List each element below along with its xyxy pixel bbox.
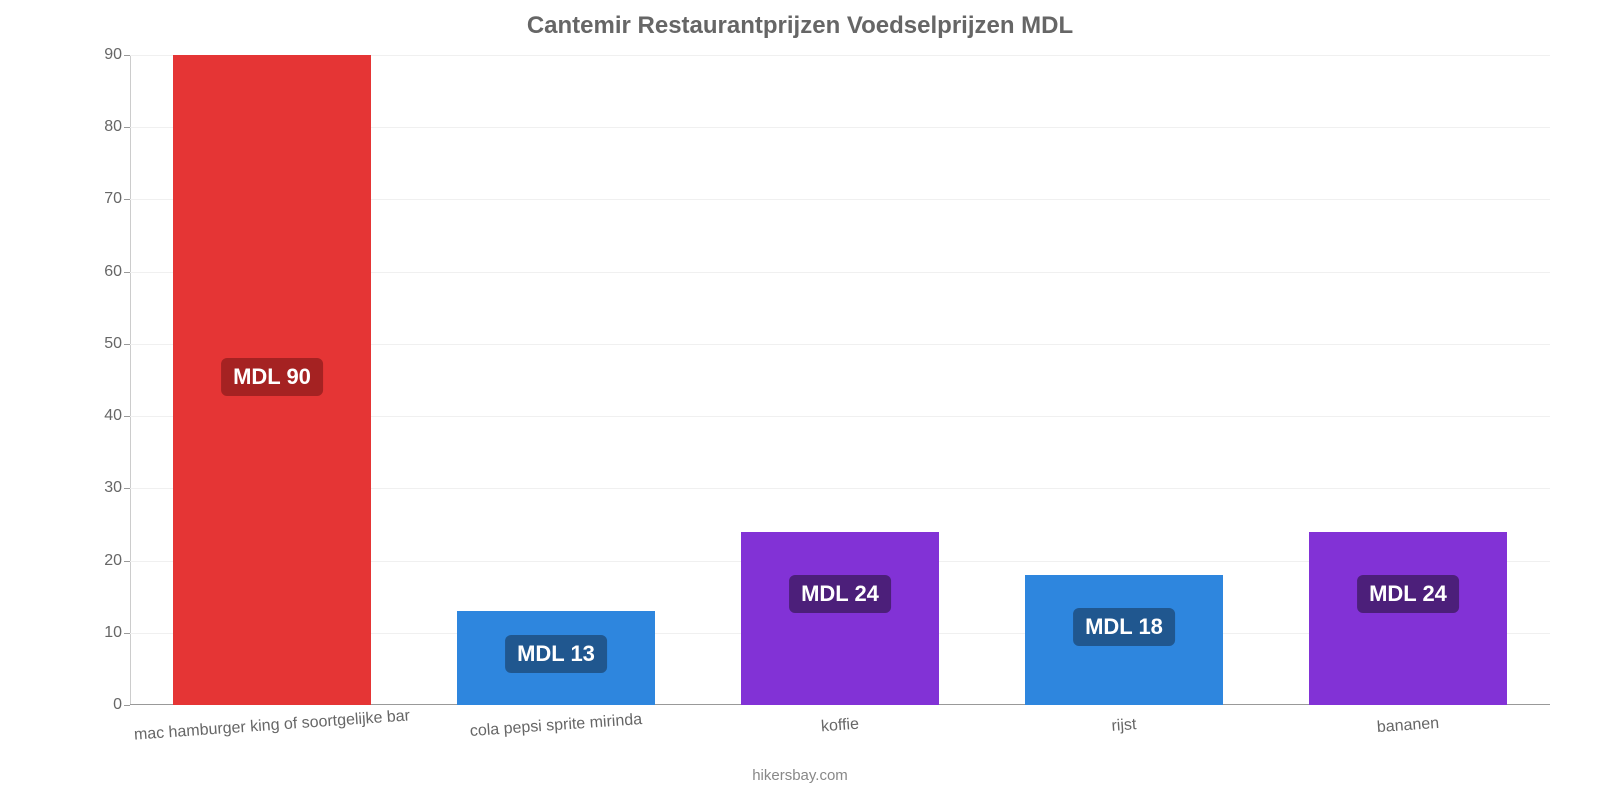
- y-tick-label: 50: [72, 335, 122, 353]
- y-tick: [124, 705, 130, 706]
- y-tick-label: 0: [72, 696, 122, 714]
- chart-title: Cantemir Restaurantprijzen Voedselprijze…: [0, 12, 1600, 40]
- y-tick-label: 60: [72, 263, 122, 281]
- y-tick: [124, 488, 130, 489]
- plot-area: MDL 90 MDL 13 MDL 24 MDL 18 MDL 24: [130, 55, 1550, 705]
- x-tick-label: cola pepsi sprite mirinda: [469, 711, 642, 741]
- value-label: MDL 24: [789, 575, 891, 613]
- bar-chart: Cantemir Restaurantprijzen Voedselprijze…: [0, 0, 1600, 800]
- value-label: MDL 90: [221, 358, 323, 396]
- x-tick-label: bananen: [1376, 715, 1439, 737]
- x-tick-label: mac hamburger king of soortgelijke bar: [133, 707, 410, 744]
- x-tick-label: koffie: [820, 716, 859, 737]
- y-tick: [124, 127, 130, 128]
- y-tick-label: 20: [72, 552, 122, 570]
- y-tick-label: 80: [72, 118, 122, 136]
- value-label: MDL 18: [1073, 608, 1175, 646]
- y-tick-label: 40: [72, 407, 122, 425]
- y-tick: [124, 199, 130, 200]
- y-tick: [124, 416, 130, 417]
- y-tick: [124, 633, 130, 634]
- value-label: MDL 24: [1357, 575, 1459, 613]
- y-tick: [124, 561, 130, 562]
- y-axis: [130, 55, 131, 705]
- x-tick-label: rijst: [1111, 716, 1137, 736]
- y-tick: [124, 272, 130, 273]
- y-tick: [124, 344, 130, 345]
- y-tick-label: 70: [72, 190, 122, 208]
- y-tick-label: 10: [72, 624, 122, 642]
- y-tick: [124, 55, 130, 56]
- value-label: MDL 13: [505, 635, 607, 673]
- y-tick-label: 90: [72, 46, 122, 64]
- bar: [1309, 532, 1508, 705]
- attribution: hikersbay.com: [0, 767, 1600, 784]
- y-tick-label: 30: [72, 479, 122, 497]
- bar: [741, 532, 940, 705]
